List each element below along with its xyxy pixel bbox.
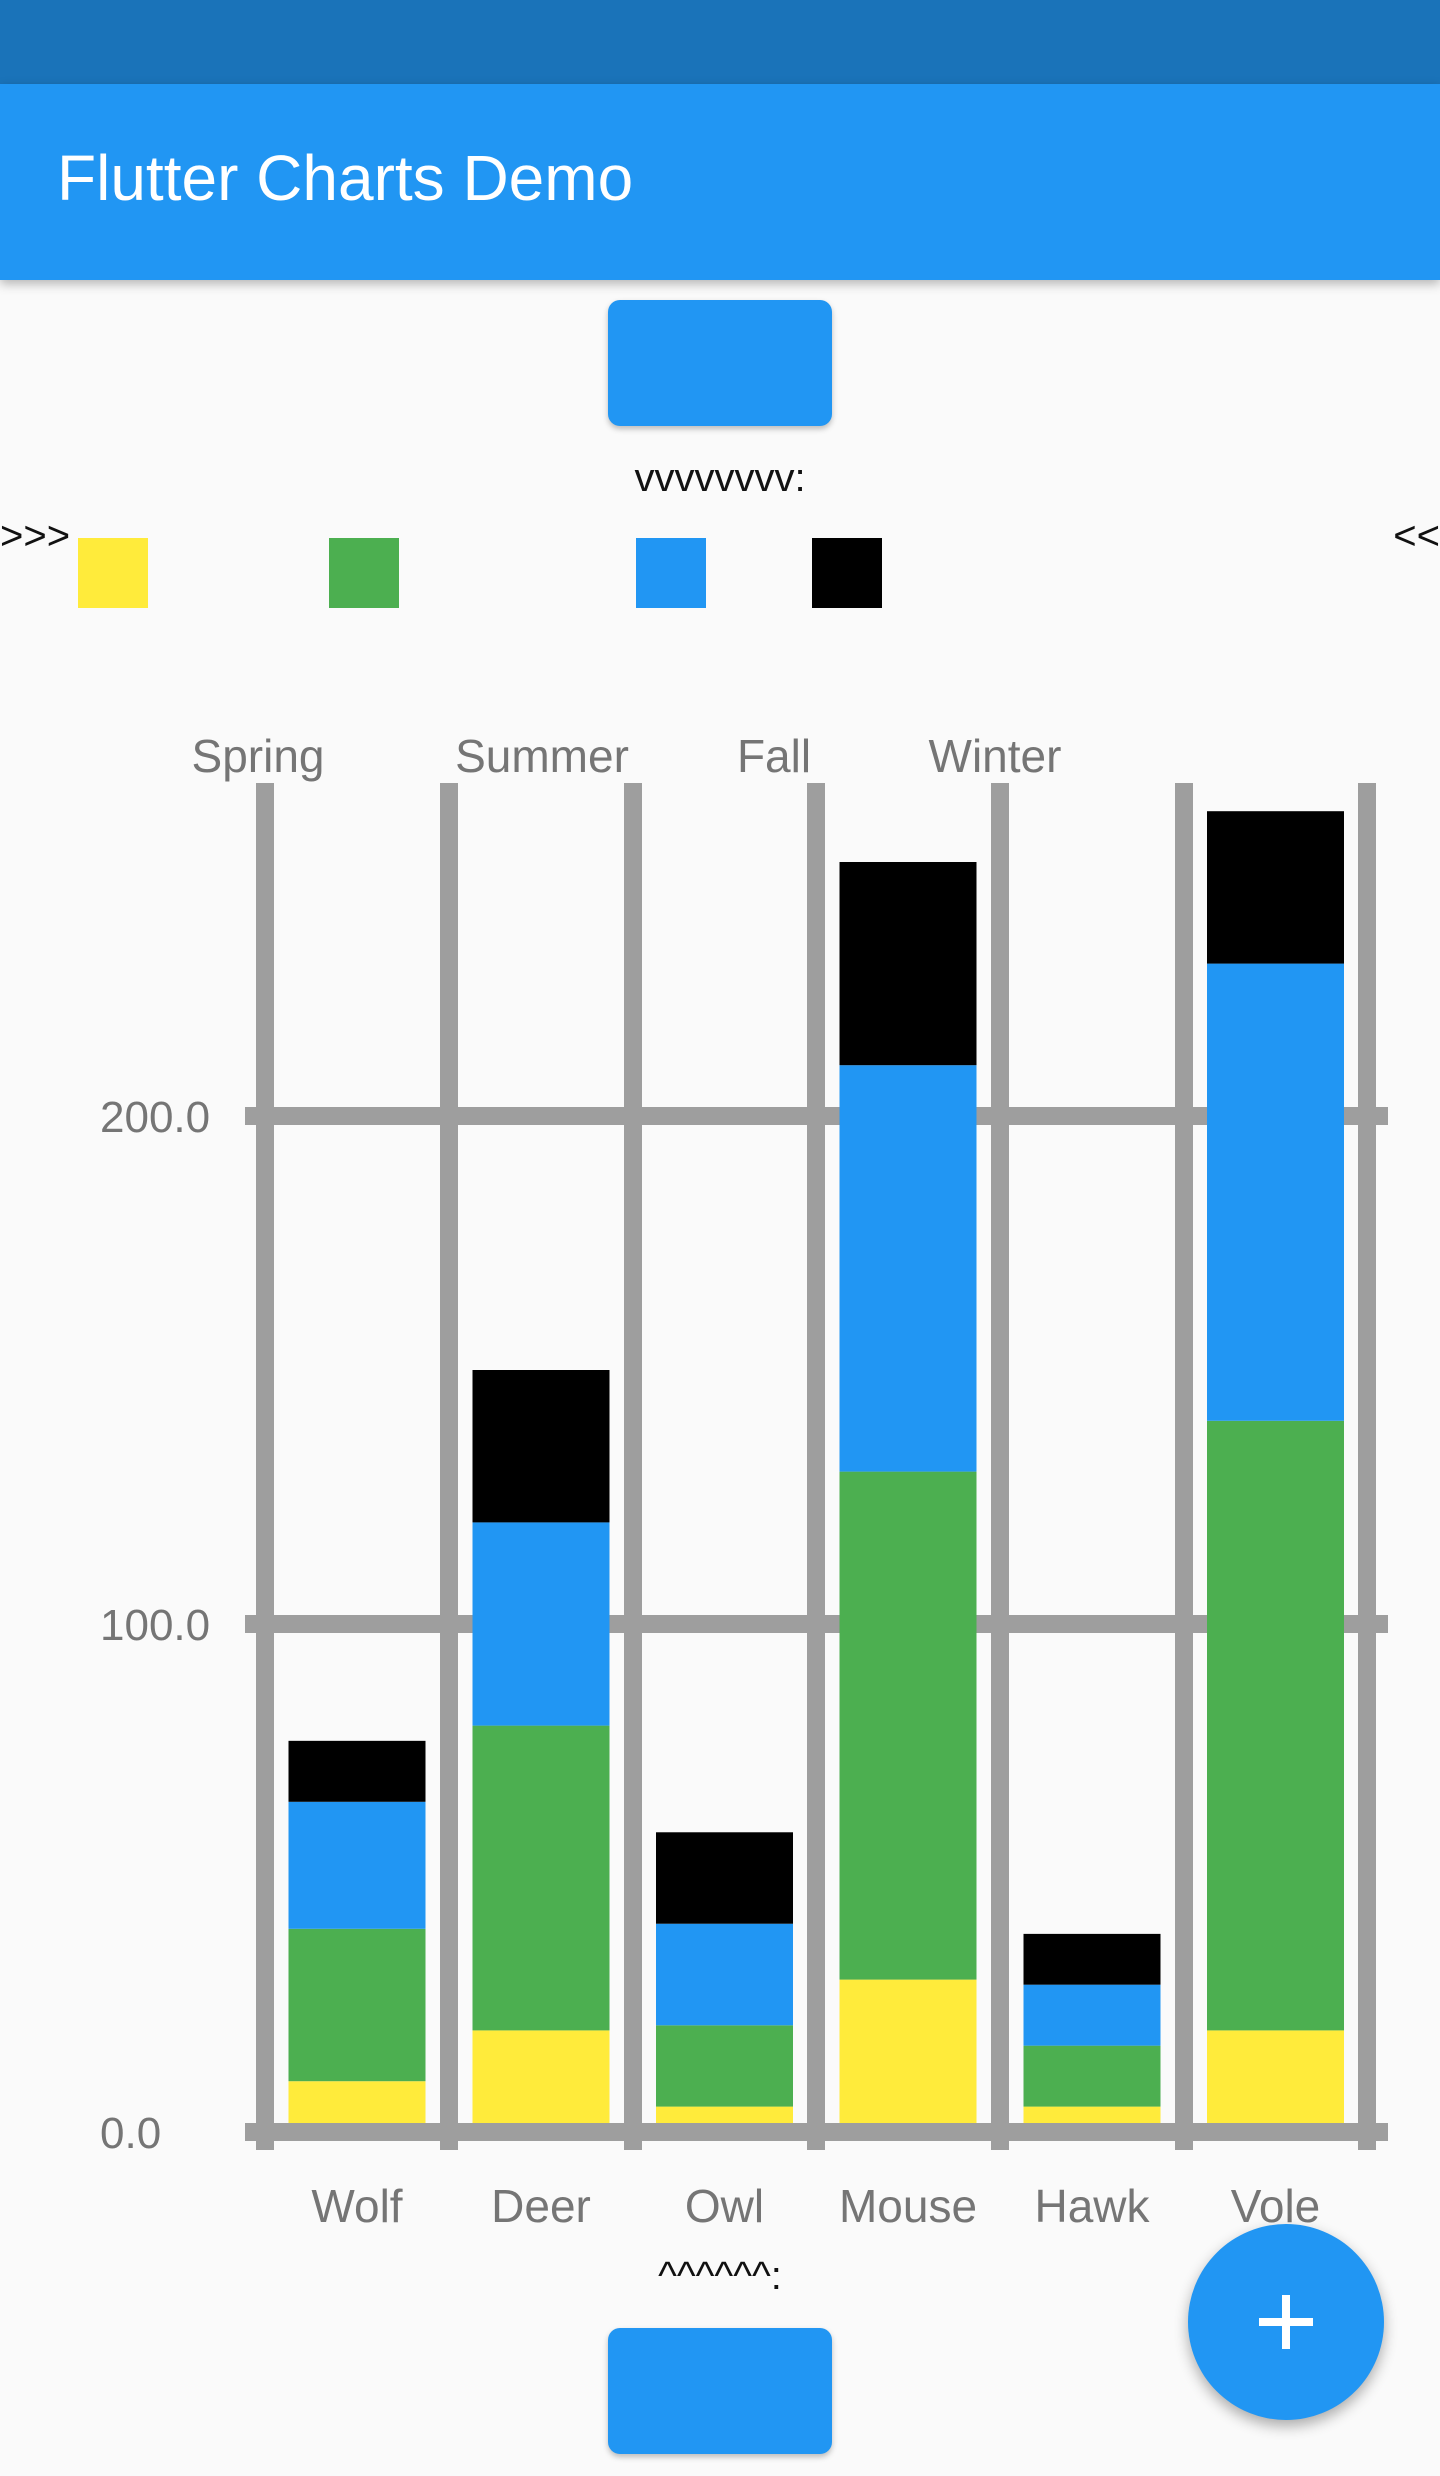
y-tick-label-1: 100.0	[100, 1601, 210, 1650]
bar-owl-summer	[656, 2025, 793, 2107]
legend-swatch-spring	[78, 538, 148, 608]
bar-owl-fall	[656, 1923, 793, 2026]
bar-deer-spring	[472, 2030, 610, 2132]
legend-left-marker: >>>	[0, 514, 71, 558]
x-tick-label-vole: Vole	[1231, 2180, 1321, 2232]
add-fab-button[interactable]	[1188, 2224, 1384, 2420]
bar-hawk-fall	[1023, 1984, 1161, 2046]
app-title: Flutter Charts Demo	[57, 142, 634, 214]
bar-vole-spring	[1207, 2030, 1344, 2132]
label-layer: 0.0 100.0 200.0 Wolf Deer Owl Mouse Hawk Vole Spr…	[100, 730, 1320, 2232]
bar-vole-summer	[1207, 1420, 1344, 2031]
bar-hawk-winter	[1023, 1933, 1161, 1985]
bar-wolf-summer	[288, 1928, 426, 2082]
bar-vole-fall	[1207, 963, 1344, 1421]
legend-swatch-summer	[329, 538, 399, 608]
plus-icon-vertical	[1282, 2295, 1290, 2349]
legend-right-marker: <<	[1393, 514, 1440, 558]
status-bar	[0, 0, 1440, 84]
bar-wolf-winter	[288, 1740, 426, 1802]
bar-wolf-fall	[288, 1801, 426, 1929]
bar-deer-summer	[472, 1725, 610, 2031]
bar-deer-fall	[472, 1522, 610, 1726]
y-tick-label-2: 200.0	[100, 1093, 210, 1142]
legend-label-spring: Spring	[192, 730, 325, 782]
top-label: vvvvvvvv:	[634, 456, 806, 500]
bottom-label: ^^^^^^:	[658, 2254, 782, 2298]
y-tick-label-0: 0.0	[100, 2109, 161, 2158]
legend-label-summer: Summer	[455, 730, 629, 782]
bottom-button[interactable]	[608, 2328, 832, 2454]
bar-layer	[245, 811, 1388, 2141]
top-button[interactable]	[608, 300, 832, 426]
legend-label-winter: Winter	[929, 730, 1062, 782]
bar-mouse-fall	[839, 1065, 977, 1472]
bar-deer-winter	[472, 1370, 610, 1523]
bar-hawk-summer	[1023, 2045, 1161, 2107]
bar-owl-winter	[656, 1832, 793, 1924]
legend-swatch-winter	[812, 538, 882, 608]
app-bar: Flutter Charts Demo	[0, 84, 1440, 280]
bar-mouse-summer	[839, 1471, 977, 1980]
x-tick-label-hawk: Hawk	[1034, 2180, 1150, 2232]
x-tick-label-wolf: Wolf	[311, 2180, 402, 2232]
x-tick-label-deer: Deer	[491, 2180, 591, 2232]
bar-vole-winter	[1207, 811, 1344, 964]
bar-mouse-winter	[839, 862, 977, 1066]
legend-swatch-fall	[636, 538, 706, 608]
x-tick-label-owl: Owl	[685, 2180, 764, 2232]
bar-mouse-spring	[839, 1979, 977, 2132]
legend-label-fall: Fall	[737, 730, 811, 782]
x-tick-label-mouse: Mouse	[839, 2180, 977, 2232]
